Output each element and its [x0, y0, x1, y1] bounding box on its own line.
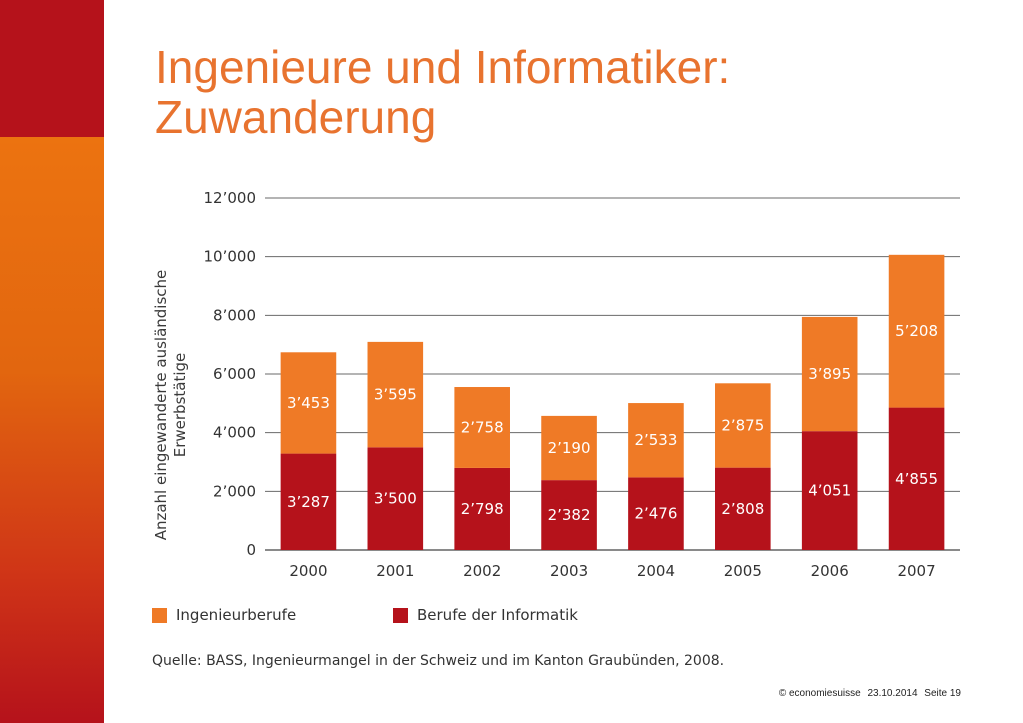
y-tick-label: 8’000 — [213, 306, 256, 324]
bar-segment-informatik — [454, 467, 510, 550]
slide-title-line1: Ingenieure und Informatiker: — [155, 41, 731, 93]
y-tick-label: 2’000 — [213, 482, 256, 500]
sidebar-decoration — [0, 0, 104, 723]
data-label: 2’808 — [721, 500, 764, 518]
x-tick-label: 2006 — [811, 562, 849, 580]
footer: © economiesuisse 23.10.2014 Seite 19 — [775, 688, 961, 699]
bar-segment-ingenieur — [280, 352, 337, 454]
bars: 3’287 3’453 3’500 3’595 2’798 2’758 2’382 2’190… — [280, 254, 945, 550]
x-tick-label: 2001 — [376, 562, 414, 580]
data-label: 5’208 — [895, 322, 938, 340]
data-label: 4’855 — [895, 470, 938, 488]
slide-title: Ingenieure und Informatiker: Zuwanderung — [155, 42, 975, 142]
data-label: 2’533 — [634, 431, 677, 449]
data-label: 2’190 — [548, 439, 591, 457]
data-label: 3’595 — [374, 386, 417, 404]
y-tick-label: 4’000 — [213, 424, 256, 442]
bar-segment-informatik — [367, 447, 424, 550]
data-label: 3’287 — [287, 493, 330, 511]
y-axis-label: Anzahl eingewanderte ausländische Erwerb… — [152, 270, 189, 541]
bar-segment-ingenieur — [628, 403, 684, 478]
data-label: 3’895 — [808, 365, 851, 383]
legend-item-ingenieurberufe: Ingenieurberufe — [152, 606, 296, 624]
y-tick-label: 6’000 — [213, 365, 256, 383]
bar-segment-informatik — [888, 407, 945, 550]
y-axis-label-line1: Anzahl eingewanderte ausländische — [152, 270, 170, 541]
sidebar-red-block — [0, 0, 104, 137]
bar-segment-informatik — [628, 477, 684, 550]
bar-segment-informatik — [715, 467, 771, 550]
y-tick-label: 0 — [246, 541, 256, 559]
sidebar-gradient-block — [0, 137, 104, 723]
bar-segment-ingenieur — [715, 383, 771, 468]
data-label: 4’051 — [808, 482, 851, 500]
x-axis-ticks: 2000 2001 2002 2003 2004 2005 2006 2007 — [289, 562, 935, 580]
footer-page-number: Seite 19 — [924, 688, 961, 699]
y-axis-ticks: 0 2’000 4’000 6’000 8’000 10’000 12’000 — [204, 189, 257, 559]
legend-swatch-informatik — [393, 607, 408, 623]
bar-segment-ingenieur — [801, 316, 858, 432]
bar-segment-ingenieur — [888, 254, 945, 408]
data-label: 3’500 — [374, 490, 417, 508]
data-label: 2’758 — [461, 418, 504, 436]
data-label: 2’476 — [634, 505, 677, 523]
y-tick-label: 10’000 — [204, 248, 257, 266]
x-tick-label: 2000 — [289, 562, 327, 580]
x-tick-label: 2004 — [637, 562, 675, 580]
x-tick-label: 2005 — [724, 562, 762, 580]
data-label: 2’382 — [548, 506, 591, 524]
footer-date: 23.10.2014 — [867, 688, 918, 699]
bar-segment-ingenieur — [454, 387, 510, 468]
legend-label-ingenieurberufe: Ingenieurberufe — [176, 606, 297, 624]
legend-item-informatik: Berufe der Informatik — [393, 606, 578, 624]
legend-swatch-ingenieurberufe — [152, 607, 167, 623]
stacked-bar-chart: Anzahl eingewanderte ausländische Erwerb… — [152, 189, 960, 580]
y-axis-label-line2: Erwerbstätige — [171, 353, 189, 458]
data-label: 2’798 — [461, 500, 504, 518]
bar-segment-ingenieur — [541, 415, 597, 481]
bar-segment-ingenieur — [367, 341, 424, 448]
bar-segment-informatik — [801, 431, 858, 550]
x-tick-label: 2003 — [550, 562, 588, 580]
source-note: Quelle: BASS, Ingenieurmangel in der Sch… — [152, 653, 725, 669]
bar-segment-informatik — [541, 480, 597, 550]
x-tick-label: 2007 — [897, 562, 935, 580]
data-label: 3’453 — [287, 394, 330, 412]
data-label: 2’875 — [721, 416, 764, 434]
footer-copyright: © economiesuisse — [778, 688, 861, 699]
y-tick-label: 12’000 — [204, 189, 257, 207]
legend-label-informatik: Berufe der Informatik — [417, 606, 578, 624]
x-tick-label: 2002 — [463, 562, 501, 580]
slide-title-line2: Zuwanderung — [155, 91, 437, 143]
bar-segment-informatik — [280, 453, 337, 550]
